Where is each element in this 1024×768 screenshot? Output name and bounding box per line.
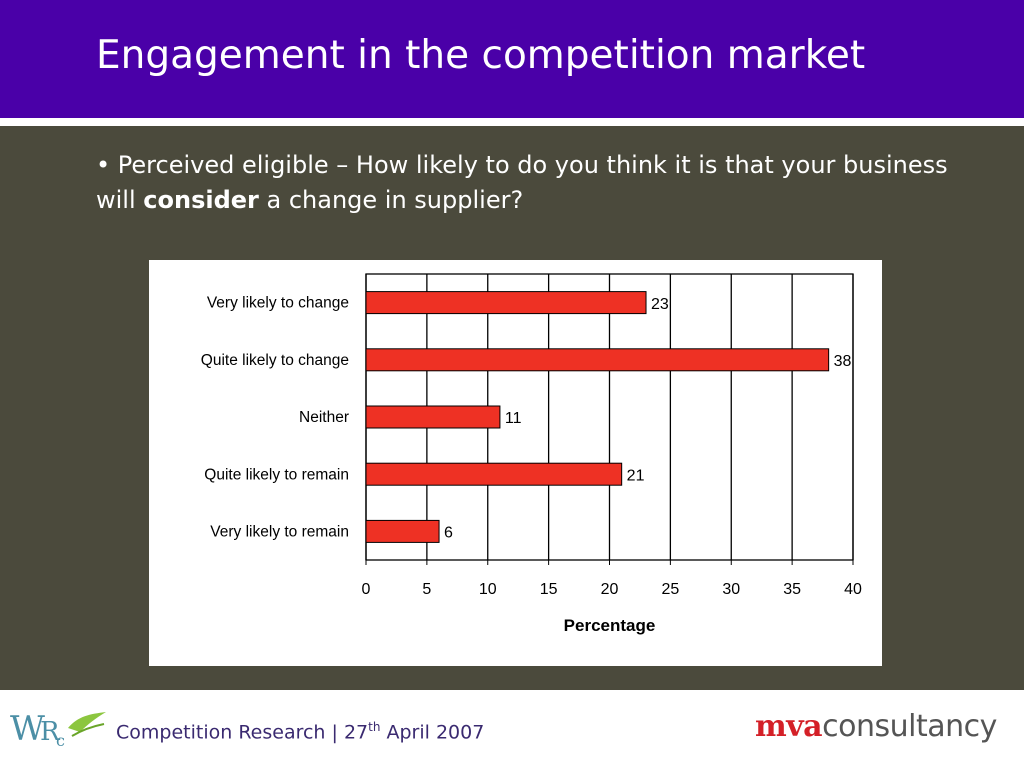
- question-bold: consider: [143, 186, 259, 214]
- category-label: Quite likely to change: [201, 352, 349, 369]
- footer-text-pre: Competition Research | 27: [116, 721, 369, 744]
- wrc-logo-c: c: [56, 731, 65, 750]
- x-axis-title: Percentage: [564, 616, 656, 635]
- category-label: Very likely to change: [207, 295, 349, 312]
- mva-logo-word: consultancy: [822, 709, 997, 744]
- data-label: 23: [651, 296, 669, 313]
- bar: [365, 405, 501, 429]
- leaf-icon: [68, 712, 106, 732]
- x-tick-label: 20: [601, 581, 619, 598]
- bar: [365, 291, 647, 315]
- bar: [365, 348, 830, 372]
- x-tick-label: 40: [844, 581, 862, 598]
- footer-text: Competition Research | 27th April 2007: [116, 720, 484, 743]
- x-tick-label: 0: [362, 581, 371, 598]
- data-label: 11: [505, 410, 522, 427]
- page-title: Engagement in the competition market: [96, 33, 866, 78]
- category-label: Neither: [299, 409, 349, 426]
- wrc-logo-w: W: [10, 709, 45, 749]
- data-label: 6: [444, 525, 453, 542]
- category-label: Very likely to remain: [210, 523, 349, 540]
- bar-chart: 0 5 10 15 20 25 30 35 40 Very likely to change 23 Q…: [201, 273, 862, 635]
- x-tick-label: 15: [540, 581, 558, 598]
- mva-consultancy-logo: mvaconsultancy: [755, 712, 997, 742]
- data-label: 21: [627, 467, 645, 484]
- x-tick-label: 30: [722, 581, 740, 598]
- wrc-logo-r: R: [40, 717, 61, 747]
- x-tick-label: 25: [661, 581, 679, 598]
- mva-logo-mark: mva: [755, 709, 823, 744]
- x-tick-label: 35: [783, 581, 801, 598]
- question-pre: Perceived eligible – How likely to do yo…: [96, 151, 948, 214]
- content-area: • Perceived eligible – How likely to do …: [0, 126, 1024, 690]
- category-label: Quite likely to remain: [204, 466, 349, 483]
- wrc-logo: W R c: [10, 709, 106, 750]
- data-label: 38: [834, 353, 852, 370]
- footer-text-post: April 2007: [380, 721, 485, 744]
- chart-panel: 0 5 10 15 20 25 30 35 40 Very likely to change 23 Q…: [149, 260, 882, 666]
- x-tick-label: 5: [422, 581, 431, 598]
- divider: [0, 118, 1024, 126]
- title-bar: Engagement in the competition market: [0, 0, 1024, 118]
- x-tick-label: 10: [479, 581, 497, 598]
- question-post: a change in supplier?: [258, 186, 524, 214]
- question-text: • Perceived eligible – How likely to do …: [96, 148, 956, 218]
- footer-text-sup: th: [368, 720, 381, 734]
- footer: W R c Competition Research | 27th April …: [0, 690, 1024, 768]
- bar: [365, 519, 440, 543]
- bullet: •: [96, 151, 111, 179]
- bar: [365, 462, 623, 486]
